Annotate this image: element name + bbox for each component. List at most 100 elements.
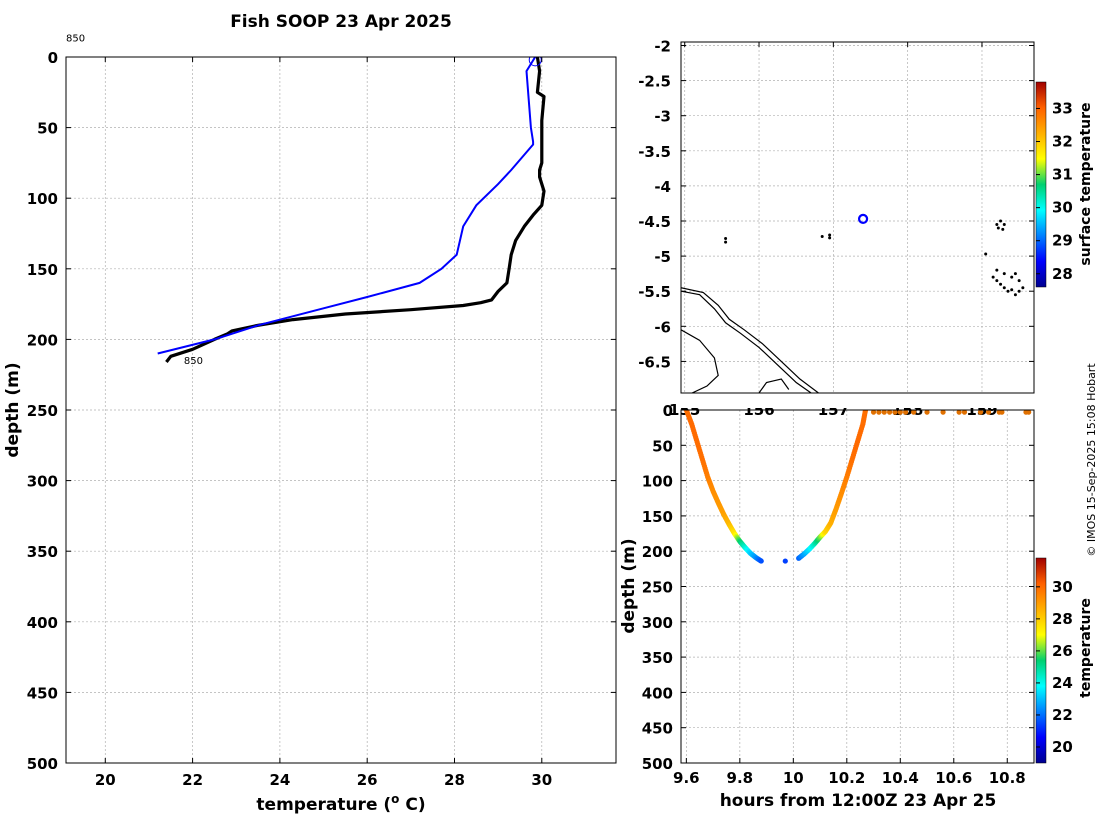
profile-surface-marker (528, 57, 542, 67)
surface-point (961, 410, 968, 415)
profile-panel: Fish SOOP 23 Apr 2025 20 22 24 26 28 30050100… (3, 12, 617, 815)
profile-ytick-label: 300 (27, 473, 58, 491)
map-island-dot (999, 219, 1003, 223)
map-coastlines (681, 287, 819, 393)
time-depth-ytick-label: 100 (642, 473, 673, 491)
profile-xtick-label: 28 (444, 771, 465, 789)
map-panel: 155156157158159-2-2.5-3-3.5-4-4.5-5-5.5-… (638, 38, 1094, 419)
profile-ylabel: depth (m) (3, 362, 23, 457)
map-coastline (681, 329, 719, 393)
down-cast-point (758, 558, 764, 564)
profile-xtick-label: 30 (531, 771, 552, 789)
time-depth-xtick-label: 10.4 (882, 769, 919, 787)
map-ytick-label: -6 (654, 318, 671, 336)
profile-frame (65, 56, 617, 764)
map-island-dot (995, 279, 999, 283)
time-depth-xtick-label: 10.2 (828, 769, 865, 787)
temperature-colorbar-tick-label: 22 (1052, 706, 1073, 724)
profile-annotation-end: 850 (184, 356, 203, 367)
profile-ytick-label: 100 (27, 190, 58, 208)
profile-line-blue (157, 57, 537, 355)
time-depth-ytick-label: 300 (642, 614, 673, 632)
temperature-colorbar (1035, 557, 1047, 764)
time-depth-grid (681, 409, 1034, 764)
map-island-dot (999, 282, 1003, 286)
temperature-colorbar-tick-label: 28 (1052, 610, 1073, 628)
time-depth-ticks: 9.6 9.8 10 10.2 10.4 10.6 10.8 0 50 100 150 200 250 3… (642, 402, 1034, 787)
time-depth-xtick-label: 10 (783, 769, 804, 787)
map-coastline (681, 290, 812, 393)
map-island-dot (1006, 289, 1010, 293)
surface-point (911, 410, 917, 415)
map-ytick-label: -2.5 (638, 73, 671, 91)
surface-colorbar-tick-label: 31 (1052, 166, 1073, 184)
map-station-marker (857, 213, 869, 225)
bottom-point (782, 558, 788, 564)
up-cast-point (862, 410, 869, 413)
surface-colorbar-tick-label: 33 (1052, 99, 1073, 117)
profile-ticks: 20 22 24 26 28 300501001502002503003504004505… (27, 49, 616, 789)
map-island-dot (1017, 279, 1021, 283)
surface-colorbar-tick-label: 32 (1052, 133, 1073, 151)
map-ytick-label: -6.5 (638, 353, 671, 371)
profile-xtick-label: 22 (182, 771, 203, 789)
surface-point (1026, 410, 1032, 415)
time-depth-ytick-label: 350 (642, 649, 673, 667)
map-island-dot (1013, 272, 1017, 276)
map-island-dot (820, 234, 824, 238)
surface-temperature-colorbar-label: surface temperature (1078, 102, 1094, 265)
map-island-dot (1010, 288, 1014, 292)
map-ytick-label: -3 (654, 108, 671, 126)
surface-point (977, 410, 984, 415)
profile-annotation-top: 850 (66, 33, 85, 44)
profile-ytick-label: 150 (27, 261, 58, 279)
map-ytick-label: -5 (654, 248, 671, 266)
temperature-colorbar-label: temperature (1078, 598, 1094, 698)
surface-colorbar-tick-label: 30 (1052, 199, 1073, 217)
time-depth-ytick-label: 250 (642, 579, 673, 597)
surface-point (876, 410, 882, 415)
map-ytick-label: -3.5 (638, 143, 671, 161)
map-island-dot (1001, 227, 1005, 231)
profile-xlabel: temperature (o C) (256, 792, 425, 815)
temperature-colorbar-tick-label: 30 (1052, 578, 1073, 596)
panel-separator (679, 394, 1036, 408)
map-island-dot (991, 275, 995, 279)
map-island-dot (996, 226, 1000, 230)
map-island-dot (995, 268, 999, 272)
surface-colorbar-tick-label: 28 (1052, 265, 1073, 283)
map-island-dot (828, 233, 832, 237)
surface-point (886, 410, 893, 415)
map-grid (681, 42, 1034, 393)
map-ticks: 155156157158159-2-2.5-3-3.5-4-4.5-5-5.5-… (638, 38, 1034, 419)
surface-point (881, 410, 887, 415)
profile-title: Fish SOOP 23 Apr 2025 (230, 12, 452, 32)
profile-ytick-label: 450 (27, 684, 58, 702)
time-depth-ytick-label: 200 (642, 543, 673, 561)
map-island-dot (995, 223, 999, 227)
map-ytick-label: -5.5 (638, 283, 671, 301)
time-depth-ytick-label: 0 (663, 402, 673, 420)
map-frame (680, 41, 1035, 394)
profile-ytick-label: 400 (27, 614, 58, 632)
time-depth-ytick-label: 150 (642, 508, 673, 526)
time-depth-ytick-label: 450 (642, 720, 673, 738)
temperature-colorbar-tick-label: 24 (1052, 674, 1073, 692)
profile-ytick-label: 350 (27, 543, 58, 561)
profile-line-black (165, 57, 546, 363)
time-depth-xtick-label: 9.6 (673, 769, 700, 787)
surface-point (985, 410, 992, 415)
profile-xtick-label: 26 (357, 771, 378, 789)
surface-point (940, 410, 946, 415)
map-island-dot (724, 237, 728, 241)
map-island-dot (1021, 286, 1025, 290)
profile-ytick-label: 250 (27, 402, 58, 420)
temperature-colorbar-tick-label: 26 (1052, 642, 1073, 660)
map-ytick-label: -4 (654, 178, 671, 196)
surface-temperature-colorbar (1035, 81, 1047, 288)
map-island-dot (1002, 272, 1006, 276)
profile-ytick-label: 500 (27, 755, 58, 773)
map-ytick-label: -2 (654, 38, 671, 56)
profile-ytick-label: 50 (37, 120, 58, 138)
